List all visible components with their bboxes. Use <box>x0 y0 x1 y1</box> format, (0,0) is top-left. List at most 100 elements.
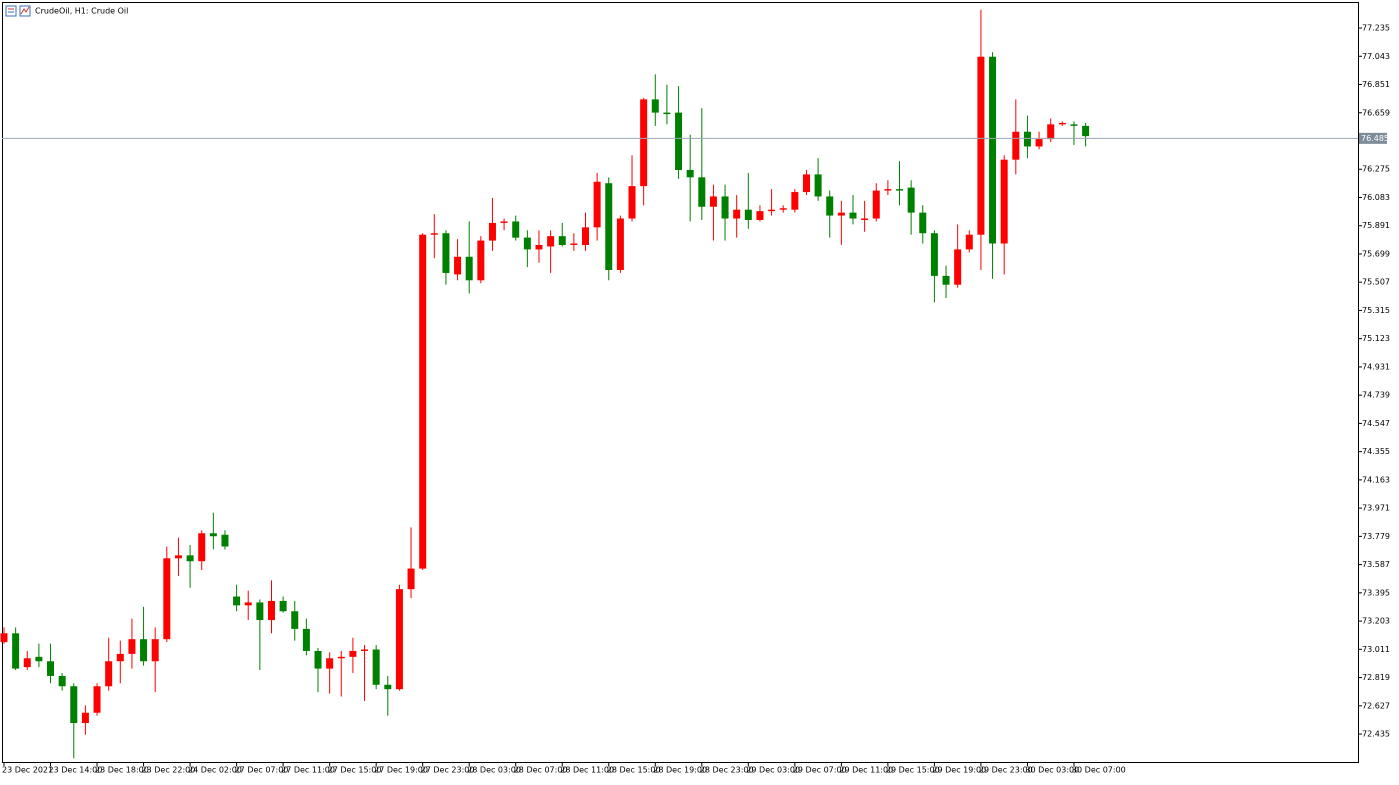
chart-title: CrudeOil, H1: Crude Oil <box>35 7 128 16</box>
x-tick-label: 29 Dec 23:00 <box>979 766 1033 775</box>
candle-body <box>628 186 636 219</box>
candle-body <box>954 249 962 285</box>
x-tick-label: 23 Dec 22:00 <box>142 766 196 775</box>
candle-body <box>256 602 264 621</box>
candle-body <box>81 712 89 724</box>
y-tick-label: 74.931 <box>1362 362 1390 371</box>
y-tick-label: 76.851 <box>1362 80 1390 89</box>
candle-body <box>209 533 217 537</box>
plot: 77.235 77.043 76.851 76.659 76.275 76.083 75.8… <box>0 9 1390 775</box>
candle-body <box>977 56 985 235</box>
candle-body <box>1012 131 1020 160</box>
x-tick-label: 28 Dec 11:00 <box>560 766 614 775</box>
candle-body <box>267 600 275 621</box>
candle-body <box>1000 159 1008 244</box>
candle-body <box>814 174 822 197</box>
y-tick-label: 73.587 <box>1362 560 1390 569</box>
candle-body <box>582 227 589 245</box>
candle-body <box>314 650 322 669</box>
x-tick-label: 23 Dec 2021 <box>2 766 53 775</box>
y-tick-label: 75.315 <box>1362 306 1390 315</box>
current-price-box <box>1359 132 1387 144</box>
candle-body <box>140 639 148 662</box>
candle-body <box>151 639 159 662</box>
candle-body <box>744 209 752 220</box>
candle-body <box>884 189 892 191</box>
candle-body <box>907 187 915 213</box>
x-tick-label: 23 Dec 14:00 <box>49 766 103 775</box>
candle-body <box>826 196 834 216</box>
candle-body <box>244 602 252 606</box>
x-tick-label: 27 Dec 23:00 <box>421 766 475 775</box>
candle-body <box>512 221 520 238</box>
icon-chart-line <box>20 6 30 15</box>
candle-body <box>105 661 113 687</box>
x-tick-label: 27 Dec 15:00 <box>328 766 382 775</box>
candle-body <box>1082 125 1090 137</box>
candle-body <box>802 174 810 193</box>
candle-body <box>430 233 438 235</box>
candle-body <box>326 658 334 669</box>
candle-body <box>861 218 869 220</box>
candle-body <box>965 234 973 250</box>
x-tick-label: 27 Dec 11:00 <box>281 766 335 775</box>
y-tick-label: 77.235 <box>1362 24 1390 33</box>
candle-body <box>942 275 950 285</box>
y-tick-label: 74.355 <box>1362 447 1390 456</box>
candle-body <box>337 656 345 659</box>
candle-body <box>535 244 543 250</box>
candle-body <box>93 686 101 713</box>
candle-body <box>547 236 555 247</box>
y-tick-label: 74.739 <box>1362 391 1390 400</box>
candle-body <box>23 658 31 668</box>
y-tick-label: 74.547 <box>1362 419 1390 428</box>
x-tick-label: 29 Dec 03:00 <box>746 766 800 775</box>
y-tick-label: 74.163 <box>1362 475 1390 484</box>
candle-body <box>384 684 392 690</box>
x-tick-label: 28 Dec 03:00 <box>467 766 521 775</box>
candle-body <box>477 240 485 281</box>
candle-body <box>616 218 624 270</box>
candle-body <box>1023 131 1031 147</box>
candle-body <box>221 534 229 547</box>
y-tick-label: 75.699 <box>1362 249 1390 258</box>
candle-body <box>605 183 613 270</box>
y-tick-label: 75.123 <box>1362 334 1390 343</box>
y-tick-label: 72.435 <box>1362 730 1390 739</box>
candle-body <box>1047 124 1055 140</box>
x-tick-label: 29 Dec 15:00 <box>886 766 940 775</box>
candle-body <box>1035 139 1043 147</box>
candle-body <box>279 600 287 612</box>
candle-body <box>558 236 566 245</box>
candle-body <box>174 555 182 559</box>
candle-body <box>35 656 43 662</box>
candle-body <box>291 611 299 629</box>
y-tick-label: 72.819 <box>1362 673 1390 682</box>
candle-body <box>349 650 357 657</box>
candle-body <box>361 649 369 651</box>
candle-body <box>709 196 717 207</box>
candle-body <box>116 653 124 662</box>
candle-body <box>523 237 531 250</box>
candle-body <box>640 99 648 187</box>
candle-body <box>58 675 66 687</box>
candle-body <box>12 633 20 669</box>
y-tick-label: 75.507 <box>1362 278 1390 287</box>
y-tick-label: 73.395 <box>1362 588 1390 597</box>
plot-frame <box>2 2 1359 763</box>
x-tick-label: 29 Dec 19:00 <box>932 766 986 775</box>
candle-body <box>442 233 450 273</box>
candle-body <box>454 256 462 275</box>
x-tick-label: 28 Dec 07:00 <box>514 766 568 775</box>
candle-body <box>896 189 904 191</box>
y-tick-label: 73.971 <box>1362 504 1390 513</box>
candle-body <box>163 558 171 640</box>
x-tick-label: 28 Dec 19:00 <box>653 766 707 775</box>
candle-body <box>989 56 997 244</box>
x-tick-label: 23 Dec 18:00 <box>95 766 149 775</box>
y-tick-label: 77.043 <box>1362 52 1390 61</box>
candle-body <box>47 661 55 676</box>
icon-list <box>5 5 17 17</box>
